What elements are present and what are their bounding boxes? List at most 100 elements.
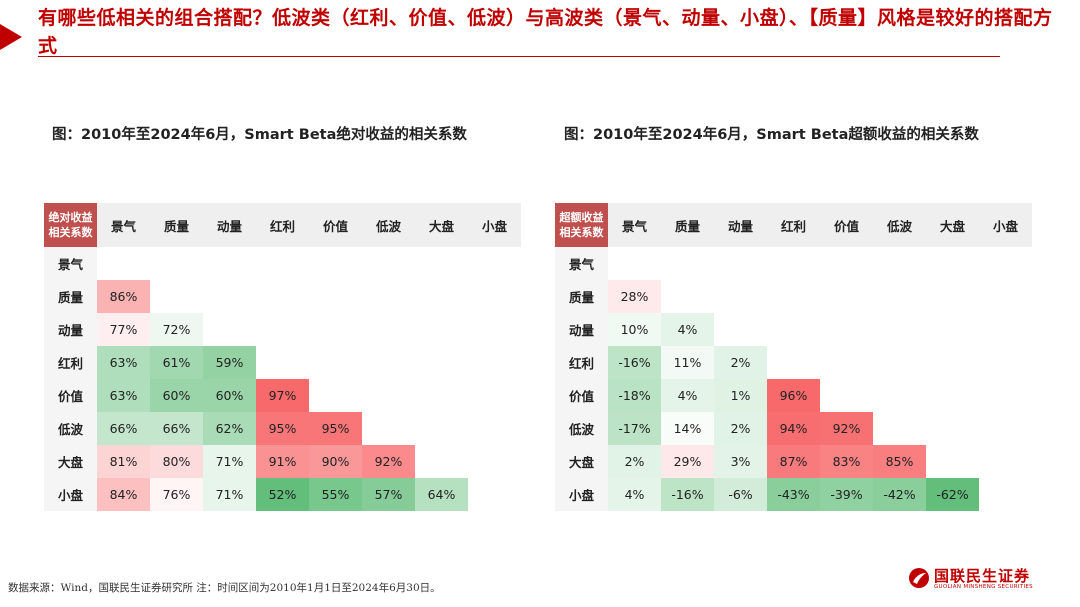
heatmap-cell: 52%: [256, 478, 309, 511]
empty-cell: [873, 379, 926, 412]
headline-divider: [38, 56, 1000, 57]
empty-cell: [415, 346, 468, 379]
heatmap-cell: 63%: [97, 346, 150, 379]
empty-cell: [256, 313, 309, 346]
heatmap-cell: 72%: [150, 313, 203, 346]
heatmap-cell: 92%: [820, 412, 873, 445]
heatmap-cell: 87%: [767, 445, 820, 478]
page-headline: 有哪些低相关的组合搭配？低波类（红利、价值、低波）与高波类（景气、动量、小盘）、…: [38, 7, 1053, 57]
empty-cell: [468, 445, 521, 478]
empty-cell: [309, 247, 362, 280]
empty-cell: [415, 412, 468, 445]
empty-cell: [203, 280, 256, 313]
empty-cell: [767, 280, 820, 313]
empty-cell: [661, 280, 714, 313]
heatmap-cell: 83%: [820, 445, 873, 478]
row-header: 景气: [555, 247, 608, 280]
column-header: 红利: [256, 203, 309, 247]
empty-cell: [309, 379, 362, 412]
row-header: 质量: [555, 280, 608, 313]
heatmap-cell: 90%: [309, 445, 362, 478]
empty-cell: [714, 247, 767, 280]
heatmap-cell: 85%: [873, 445, 926, 478]
heatmap-cell: 14%: [661, 412, 714, 445]
row-header: 动量: [555, 313, 608, 346]
empty-cell: [97, 247, 150, 280]
column-header: 小盘: [979, 203, 1032, 247]
matrix-row: 红利 -16% 11% 2%: [555, 346, 1032, 379]
empty-cell: [714, 280, 767, 313]
empty-cell: [926, 313, 979, 346]
heatmap-cell: 60%: [203, 379, 256, 412]
heatmap-cell: 11%: [661, 346, 714, 379]
empty-cell: [820, 346, 873, 379]
empty-cell: [979, 478, 1032, 511]
heatmap-cell: 81%: [97, 445, 150, 478]
empty-cell: [979, 412, 1032, 445]
empty-cell: [926, 280, 979, 313]
corner-label-line: 绝对收益: [48, 211, 93, 224]
logo-subtext: GUOLIAN MINSHENG SECURITIES: [934, 584, 1033, 590]
row-header: 低波: [555, 412, 608, 445]
empty-cell: [926, 445, 979, 478]
empty-cell: [873, 247, 926, 280]
empty-cell: [661, 247, 714, 280]
headline-marker: [0, 24, 22, 50]
heatmap-cell: 80%: [150, 445, 203, 478]
column-header: 质量: [150, 203, 203, 247]
heatmap-cell: -43%: [767, 478, 820, 511]
heatmap-cell: 92%: [362, 445, 415, 478]
heatmap-cell: 86%: [97, 280, 150, 313]
empty-cell: [203, 247, 256, 280]
company-logo: 国联民生证券 GUOLIAN MINSHENG SECURITIES: [908, 565, 1058, 595]
empty-cell: [926, 412, 979, 445]
heatmap-cell: 29%: [661, 445, 714, 478]
heatmap-cell: 2%: [608, 445, 661, 478]
heatmap-cell: 62%: [203, 412, 256, 445]
empty-cell: [767, 313, 820, 346]
row-header: 价值: [555, 379, 608, 412]
heatmap-cell: -6%: [714, 478, 767, 511]
right-chart-title: 图：2010年至2024年6月，Smart Beta超额收益的相关系数: [564, 127, 979, 143]
heatmap-cell: 55%: [309, 478, 362, 511]
heatmap-cell: 95%: [309, 412, 362, 445]
heatmap-cell: 4%: [661, 313, 714, 346]
heatmap-cell: -16%: [661, 478, 714, 511]
empty-cell: [873, 412, 926, 445]
empty-cell: [256, 346, 309, 379]
empty-cell: [415, 313, 468, 346]
empty-cell: [362, 280, 415, 313]
heatmap-cell: -39%: [820, 478, 873, 511]
empty-cell: [979, 280, 1032, 313]
heatmap-cell: 97%: [256, 379, 309, 412]
heatmap-cell: 1%: [714, 379, 767, 412]
heatmap-cell: 2%: [714, 412, 767, 445]
matrix-corner-label: 超额收益 相关系数: [555, 203, 608, 247]
source-note: 数据来源：Wind，国联民生证券研究所 注：时间区间为2010年1月1日至202…: [8, 582, 441, 594]
empty-cell: [714, 313, 767, 346]
heatmap-cell: -62%: [926, 478, 979, 511]
empty-cell: [150, 280, 203, 313]
empty-cell: [767, 346, 820, 379]
column-header: 小盘: [468, 203, 521, 247]
heatmap-cell: 71%: [203, 478, 256, 511]
company-logo-icon: [909, 568, 929, 588]
column-header: 低波: [873, 203, 926, 247]
matrix-row: 小盘 84% 76% 71% 52% 55% 57% 64%: [44, 478, 521, 511]
empty-cell: [362, 379, 415, 412]
row-header: 大盘: [44, 445, 97, 478]
heatmap-cell: 4%: [661, 379, 714, 412]
left-chart-title: 图：2010年至2024年6月，Smart Beta绝对收益的相关系数: [52, 127, 467, 143]
corner-label-line: 超额收益: [559, 211, 604, 224]
heatmap-cell: 57%: [362, 478, 415, 511]
empty-cell: [256, 280, 309, 313]
empty-cell: [820, 247, 873, 280]
empty-cell: [979, 313, 1032, 346]
column-header: 动量: [714, 203, 767, 247]
empty-cell: [309, 280, 362, 313]
empty-cell: [203, 313, 256, 346]
heatmap-cell: 64%: [415, 478, 468, 511]
heatmap-cell: 2%: [714, 346, 767, 379]
empty-cell: [468, 313, 521, 346]
row-header: 动量: [44, 313, 97, 346]
